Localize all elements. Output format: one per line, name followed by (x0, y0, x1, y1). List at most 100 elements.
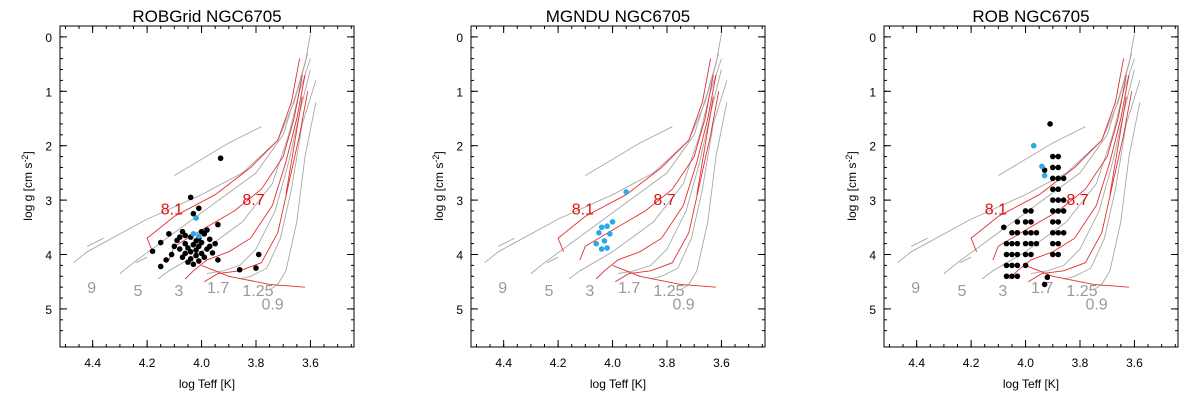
star-point (1049, 175, 1056, 182)
mass-label: 0.9 (672, 296, 694, 313)
star-point (1055, 251, 1062, 258)
x-tick-label: 3.8 (659, 356, 676, 370)
isochrone-track-grey (119, 53, 309, 274)
isochrone-track-grey (998, 126, 1086, 176)
plot-frame (883, 25, 1179, 348)
star-point (198, 228, 205, 235)
x-axis-label: log Teff [K] (590, 377, 646, 391)
isochrone-track-grey (911, 237, 928, 247)
mass-label: 5 (958, 283, 967, 300)
evolution-tracks (484, 34, 728, 291)
star-point (196, 258, 202, 264)
star-point (1022, 208, 1029, 214)
star-point-blue (593, 240, 600, 247)
star-point (215, 257, 221, 263)
x-tick-label: 4.4 (84, 356, 101, 370)
y-tick-label: 2 (456, 140, 463, 154)
panel-rob: ROB NGC6705 log Teff [K] log g [cm s-2] … (844, 7, 1179, 391)
isochrone-track-grey (680, 102, 728, 291)
star-point (206, 243, 213, 250)
star-point (1014, 229, 1021, 236)
isochrone-track-grey (546, 256, 559, 264)
star-point (1003, 262, 1010, 269)
x-tick-label: 4.0 (193, 356, 210, 370)
star-point-blue (598, 246, 605, 252)
x-tick-label: 3.6 (713, 356, 730, 370)
isochrone-track-red (992, 74, 1127, 261)
mass-label: 5 (134, 283, 143, 300)
star-point-blue (596, 229, 602, 236)
isochrone-track-grey (959, 256, 972, 264)
star-point (176, 246, 183, 252)
star-point (1049, 208, 1056, 214)
x-tick-label: 4.4 (908, 356, 925, 370)
age-label: 8.1 (985, 201, 1007, 218)
age-label: 8.7 (1066, 192, 1088, 209)
star-point (236, 266, 243, 273)
age-label: 8.1 (572, 201, 594, 218)
star-point (1049, 186, 1056, 193)
star-point (176, 234, 183, 240)
star-point (209, 250, 216, 256)
y-tick-label: 5 (869, 303, 876, 317)
star-point (1014, 219, 1021, 225)
star-point-blue (598, 224, 605, 231)
star-point (1049, 153, 1056, 160)
mass-label: 5 (545, 283, 554, 300)
isochrone-track-red (557, 58, 712, 252)
star-point (1009, 262, 1015, 269)
x-tick-label: 4.4 (495, 356, 512, 370)
star-point (255, 251, 262, 258)
isochrone-track-grey (157, 58, 311, 280)
star-point-blue (601, 238, 608, 244)
star-point (185, 259, 191, 265)
star-point (1055, 219, 1062, 225)
isochrone-track-red (1025, 264, 1130, 288)
star-point (1022, 240, 1029, 247)
x-tick-label: 4.2 (963, 356, 980, 370)
mass-label: 9 (911, 280, 920, 297)
star-point (1014, 262, 1021, 269)
star-point (190, 261, 197, 268)
x-tick-label: 4.2 (550, 356, 567, 370)
star-point (1022, 251, 1029, 258)
isochrone-track-red (970, 58, 1125, 252)
star-point (1009, 251, 1015, 258)
star-point (1022, 262, 1029, 269)
star-point (190, 241, 197, 248)
panel-title: ROBGrid NGC6705 (132, 7, 281, 26)
star-point (1028, 208, 1034, 214)
star-point (217, 155, 224, 162)
isochrone-track-grey (897, 34, 1135, 264)
panel-mgndu: MGNDU NGC6705 log Teff [K] log g [cm s-2… (431, 7, 766, 391)
star-point (1055, 240, 1062, 247)
mass-label: 9 (87, 280, 96, 297)
y-tick-label: 0 (456, 31, 463, 45)
star-point (1009, 229, 1015, 236)
isochrone-track-grey (650, 80, 728, 280)
star-point (1022, 219, 1029, 225)
star-point (182, 240, 189, 247)
x-tick-label: 4.0 (1017, 356, 1034, 370)
star-point (171, 243, 178, 250)
y-tick-label: 1 (869, 85, 876, 99)
y-tick-label: 4 (456, 249, 463, 263)
star-point-blue (193, 215, 199, 221)
isochrone-track-red (168, 74, 303, 261)
star-point (212, 240, 218, 247)
star-point (1028, 229, 1034, 236)
star-point (1060, 175, 1067, 182)
star-point (163, 257, 169, 263)
x-tick-label: 3.8 (248, 356, 265, 370)
star-point (1055, 229, 1062, 236)
star-point (1028, 240, 1034, 247)
isochrone-track-grey (135, 256, 148, 264)
isochrone-track-grey (498, 237, 515, 247)
x-tick-label: 3.6 (302, 356, 319, 370)
star-point (1055, 208, 1062, 214)
x-tick-label: 4.2 (139, 356, 156, 370)
isochrone-track-grey (174, 126, 262, 176)
isochrone-track-red (595, 74, 717, 280)
star-point (1003, 273, 1010, 280)
